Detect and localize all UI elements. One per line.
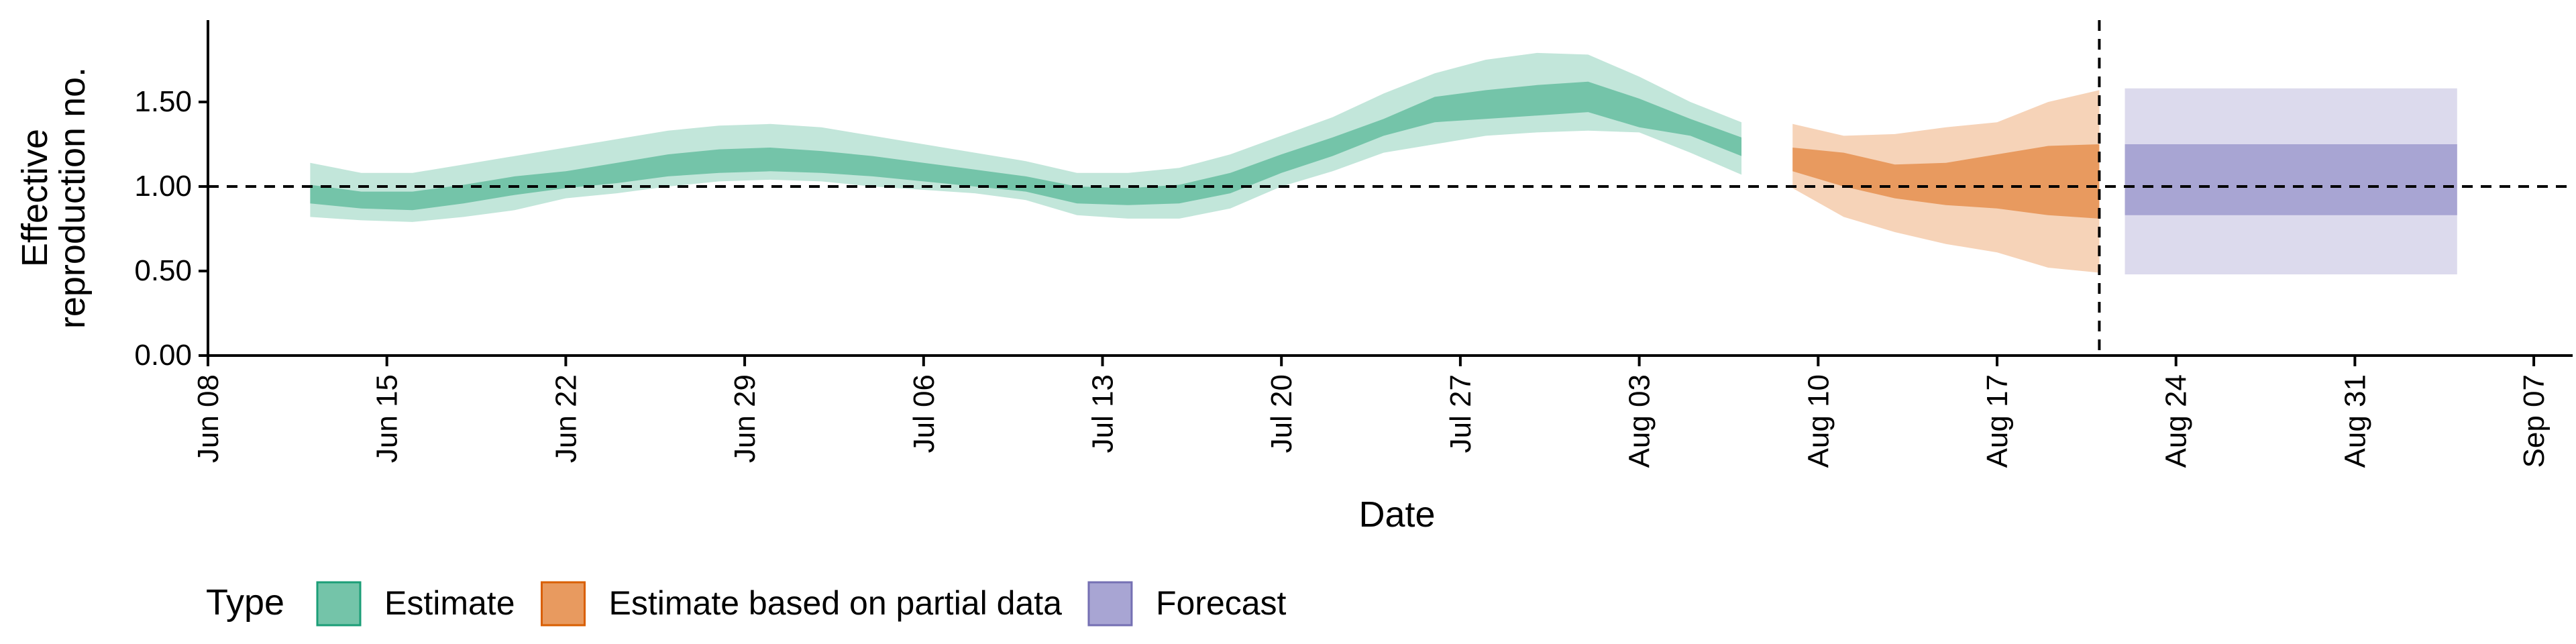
x-tick-label: Aug 31 (2339, 374, 2371, 468)
legend-label-estimate-based-on-partial-data: Estimate based on partial data (609, 584, 1063, 622)
x-tick-label: Jul 06 (908, 374, 941, 453)
legend-title: Type (206, 582, 284, 623)
axes-layer (199, 20, 2573, 366)
x-axis-title: Date (1358, 494, 1435, 535)
estimate-band-50 (310, 81, 1742, 211)
y-axis-title-line: Effective (15, 129, 55, 267)
y-axis-title: Effectivereproduction no. (15, 67, 93, 329)
legend-swatch-estimate (316, 581, 362, 627)
x-tick-label: Aug 10 (1802, 374, 1835, 468)
x-tick-label: Aug 03 (1623, 374, 1656, 468)
x-tick-label: Sep 07 (2518, 374, 2551, 468)
estimate-based-on-partial-data-band-50 (1792, 144, 2100, 219)
x-tick-label: Aug 17 (1981, 374, 2014, 468)
legend-label-forecast: Forecast (1156, 584, 1287, 622)
x-tick-label: Jun 08 (192, 374, 225, 463)
bands-layer (310, 52, 2457, 275)
labels-layer: 0.00 0.50 1.00 1.50 Jun 08 Jun 15 Jun 22 Jun 29… (15, 67, 2551, 535)
y-tick-label: 1.00 (134, 170, 192, 203)
estimate-band-90 (310, 52, 1742, 222)
y-axis-title-line: reproduction no. (52, 67, 93, 329)
x-tick-label: Jul 20 (1265, 374, 1298, 453)
x-tick-label: Jun 29 (729, 374, 761, 463)
y-tick-label: 1.50 (134, 85, 192, 118)
y-tick-label: 0.00 (134, 339, 192, 372)
legend-swatch-forecast (1087, 581, 1133, 627)
legend-swatch-estimate-based-on-partial-data (541, 581, 586, 627)
x-tick-label: Jun 22 (549, 374, 582, 463)
forecast-band-50 (2125, 144, 2457, 215)
y-tick-label: 0.50 (134, 254, 192, 287)
x-tick-label: Jun 15 (371, 374, 404, 463)
x-tick-label: Jul 13 (1087, 374, 1120, 453)
legend-label-estimate: Estimate (384, 584, 515, 622)
x-tick-label: Aug 24 (2160, 374, 2193, 468)
x-tick-label: Jul 27 (1444, 374, 1477, 453)
legend: Type Estimate Estimate based on partial da… (206, 581, 1287, 627)
